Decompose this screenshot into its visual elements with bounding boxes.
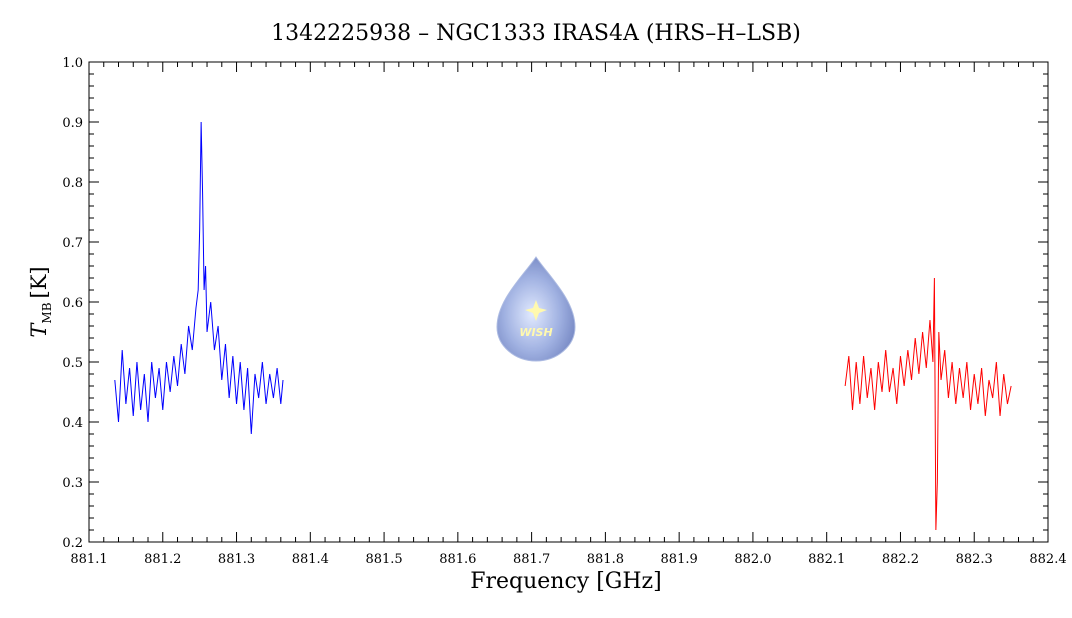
logo-star bbox=[525, 300, 547, 321]
y-tick-label: 0.9 bbox=[62, 116, 83, 131]
x-tick-label: 882.0 bbox=[734, 552, 771, 567]
x-tick-label: 882.2 bbox=[882, 552, 919, 567]
chart-title: 1342225938 – NGC1333 IRAS4A (HRS–H–LSB) bbox=[271, 21, 801, 46]
y-tick-label: 1.0 bbox=[62, 56, 83, 71]
logo-text: WISH bbox=[519, 326, 552, 339]
y-label-unit: [K] bbox=[27, 266, 51, 298]
x-tick-label: 881.3 bbox=[218, 552, 255, 567]
y-label-subscript: MB bbox=[40, 302, 54, 323]
x-tick-label: 881.1 bbox=[70, 552, 107, 567]
x-tick-label: 881.4 bbox=[292, 552, 329, 567]
x-axis-label: Frequency [GHz] bbox=[470, 569, 662, 594]
x-tick-label: 881.6 bbox=[439, 552, 476, 567]
y-tick-label: 0.2 bbox=[62, 536, 83, 551]
y-tick-label: 0.3 bbox=[62, 476, 83, 491]
x-tick-label: 881.8 bbox=[587, 552, 624, 567]
x-tick-label: 882.4 bbox=[1029, 552, 1066, 567]
y-axis-label: TMB [K] bbox=[27, 266, 54, 337]
y-label-symbol: T bbox=[27, 322, 51, 338]
y-tick-label: 0.6 bbox=[62, 296, 83, 311]
spectrum-line bbox=[844, 277, 1012, 531]
y-tick-label: 0.5 bbox=[62, 356, 83, 371]
logo: WISH bbox=[496, 256, 576, 362]
y-tick-label: 0.7 bbox=[62, 236, 83, 251]
y-tick-label: 0.4 bbox=[62, 416, 83, 431]
x-tick-label: 882.3 bbox=[956, 552, 993, 567]
x-tick-label: 881.2 bbox=[144, 552, 181, 567]
x-tick-label: 881.5 bbox=[365, 552, 402, 567]
spectrum-line bbox=[114, 121, 284, 435]
y-tick-label: 0.8 bbox=[62, 176, 83, 191]
x-tick-label: 882.1 bbox=[808, 552, 845, 567]
x-tick-label: 881.9 bbox=[661, 552, 698, 567]
x-tick-label: 881.7 bbox=[513, 552, 550, 567]
